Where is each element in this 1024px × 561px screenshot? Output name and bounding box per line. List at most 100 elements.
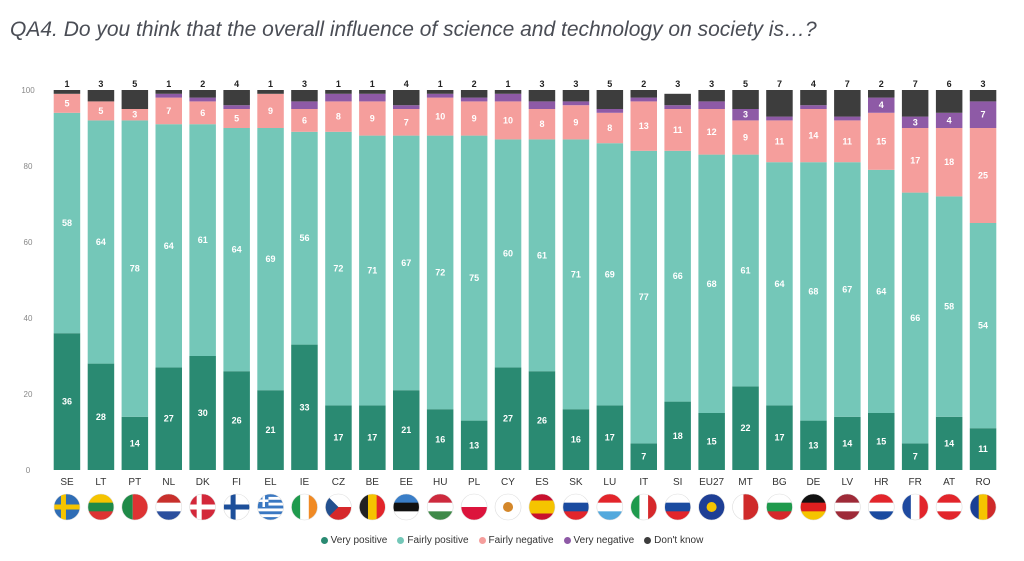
bar-value-label: 68 — [707, 279, 717, 289]
bar-value-label: 72 — [435, 267, 445, 277]
bar-segment — [562, 409, 590, 470]
y-tick-label: 80 — [24, 162, 33, 171]
bar-value-label: 69 — [605, 269, 615, 279]
legend-dot-icon — [644, 537, 652, 544]
legend-item: Don't know — [644, 535, 703, 546]
bar-value-label: 4 — [879, 100, 884, 110]
bar-segment — [664, 105, 691, 109]
bar-segment — [325, 90, 352, 94]
dont-know-value-label: 7 — [777, 79, 782, 89]
dont-know-value-label: 2 — [472, 79, 477, 89]
bar-segment — [494, 90, 522, 94]
dont-know-value-label: 1 — [438, 79, 443, 89]
flag-outline — [460, 493, 488, 521]
bar-segment — [325, 405, 352, 470]
bar-value-label: 14 — [130, 438, 140, 448]
legend-dot-icon — [563, 537, 571, 544]
country-flag-icon — [562, 494, 589, 520]
country-flag-icon — [359, 494, 386, 520]
bar-segment — [494, 93, 522, 102]
bar-segment — [460, 97, 488, 102]
bar-segment — [664, 93, 691, 106]
bar-value-label: 56 — [299, 233, 309, 243]
bar-segment — [766, 116, 793, 121]
bar-value-label: 6 — [200, 108, 205, 118]
country-flag-icon — [257, 494, 284, 520]
dont-know-value-label: 5 — [132, 79, 137, 89]
chart-legend: Very positive Fairly positive Fairly negat… — [0, 535, 1024, 546]
bar-segment — [596, 112, 624, 144]
dont-know-value-label: 2 — [200, 79, 205, 89]
country-flag-icon — [596, 494, 623, 520]
bar-segment — [291, 90, 318, 102]
bar-segment — [426, 90, 454, 94]
flag-outline — [969, 493, 997, 521]
bar-value-label: 21 — [265, 425, 275, 435]
bar-value-label: 7 — [980, 110, 985, 120]
category-label: HU — [433, 477, 447, 488]
category-label: IE — [300, 477, 310, 488]
category-label: CZ — [332, 477, 345, 488]
bar-segment — [664, 401, 691, 470]
bar-value-label: 18 — [673, 431, 683, 441]
category-label: BE — [366, 477, 380, 488]
bar-segment — [901, 192, 929, 444]
flag-outline — [291, 493, 318, 521]
bar-segment — [460, 90, 488, 98]
bar-value-label: 64 — [876, 286, 886, 296]
country-flag-icon — [630, 494, 657, 520]
bar-value-label: 21 — [401, 425, 411, 435]
flag-outline — [494, 493, 522, 521]
bar-segment — [596, 405, 624, 470]
bar-segment — [359, 93, 386, 102]
category-label: IT — [639, 477, 648, 488]
bar-segment — [834, 416, 861, 470]
bar-segment — [935, 416, 963, 470]
category-label: DK — [196, 477, 210, 488]
bar-segment — [189, 97, 216, 102]
category-label: SI — [673, 477, 682, 488]
bar-value-label: 22 — [740, 423, 750, 433]
bar-segment — [325, 93, 352, 102]
bar-value-label: 17 — [774, 433, 784, 443]
country-flag-icon — [53, 494, 80, 520]
bar-segment — [969, 223, 997, 429]
dont-know-value-label: 4 — [811, 79, 816, 89]
bar-segment — [53, 333, 81, 470]
bar-value-label: 26 — [537, 416, 547, 426]
dont-know-value-label: 1 — [336, 79, 341, 89]
bar-segment — [969, 428, 997, 470]
country-flag-icon — [766, 494, 793, 520]
bar-segment — [732, 386, 759, 470]
bar-value-label: 6 — [302, 115, 307, 125]
category-label: NL — [162, 477, 175, 488]
dont-know-value-label: 2 — [879, 79, 884, 89]
bar-value-label: 33 — [299, 402, 309, 412]
country-flag-icon — [291, 494, 318, 520]
bar-value-label: 7 — [404, 117, 409, 127]
bar-segment — [359, 135, 386, 406]
dont-know-value-label: 7 — [913, 79, 918, 89]
bar-segment — [901, 90, 929, 117]
bar-segment — [698, 101, 725, 109]
bar-value-label: 12 — [707, 127, 717, 137]
flag-outline — [189, 493, 216, 521]
dont-know-value-label: 6 — [947, 79, 952, 89]
bar-segment — [325, 131, 352, 406]
bar-value-label: 8 — [539, 119, 544, 129]
bar-value-label: 17 — [333, 433, 343, 443]
bar-segment — [800, 420, 827, 470]
bar-value-label: 27 — [164, 414, 174, 424]
bar-value-label: 16 — [435, 435, 445, 445]
bar-value-label: 67 — [842, 285, 852, 295]
category-label: DE — [806, 477, 820, 488]
bar-value-label: 11 — [978, 444, 988, 454]
flag-outline — [87, 493, 115, 521]
bar-value-label: 61 — [740, 266, 750, 276]
flag-outline — [121, 493, 149, 521]
bar-segment — [732, 120, 759, 155]
bar-value-label: 17 — [605, 433, 615, 443]
y-tick-label: 40 — [24, 314, 33, 323]
legend-label: Very negative — [573, 535, 635, 546]
bar-value-label: 9 — [573, 117, 578, 127]
